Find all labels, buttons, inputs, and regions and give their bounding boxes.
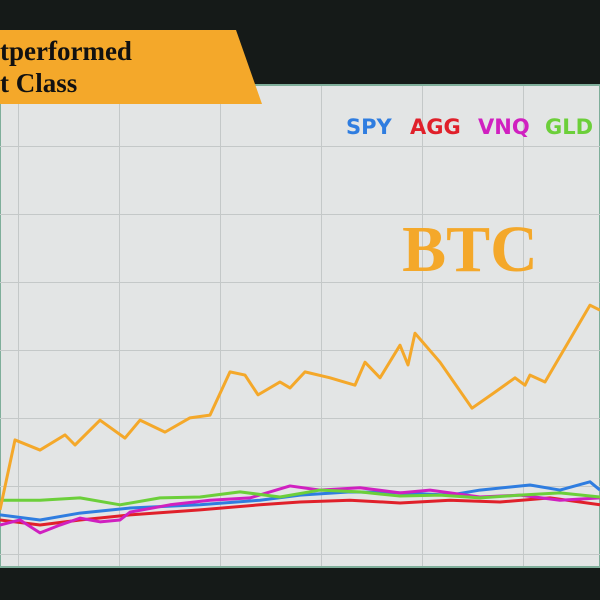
legend-entry: GLD	[545, 115, 593, 139]
series-label: BTC	[402, 213, 538, 286]
plot	[0, 303, 600, 535]
title-line: tperformed	[0, 36, 132, 66]
series-line	[0, 303, 600, 511]
series-line	[0, 496, 600, 527]
legend: BTC SPY AGG VNQ GLD	[346, 115, 593, 286]
legend-entry: VNQ	[478, 115, 530, 139]
title-line: t Class	[0, 68, 77, 98]
title-banner	[0, 30, 262, 104]
legend-entry: AGG	[410, 115, 461, 139]
series-line	[0, 488, 600, 507]
legend-entry: SPY	[346, 115, 393, 139]
